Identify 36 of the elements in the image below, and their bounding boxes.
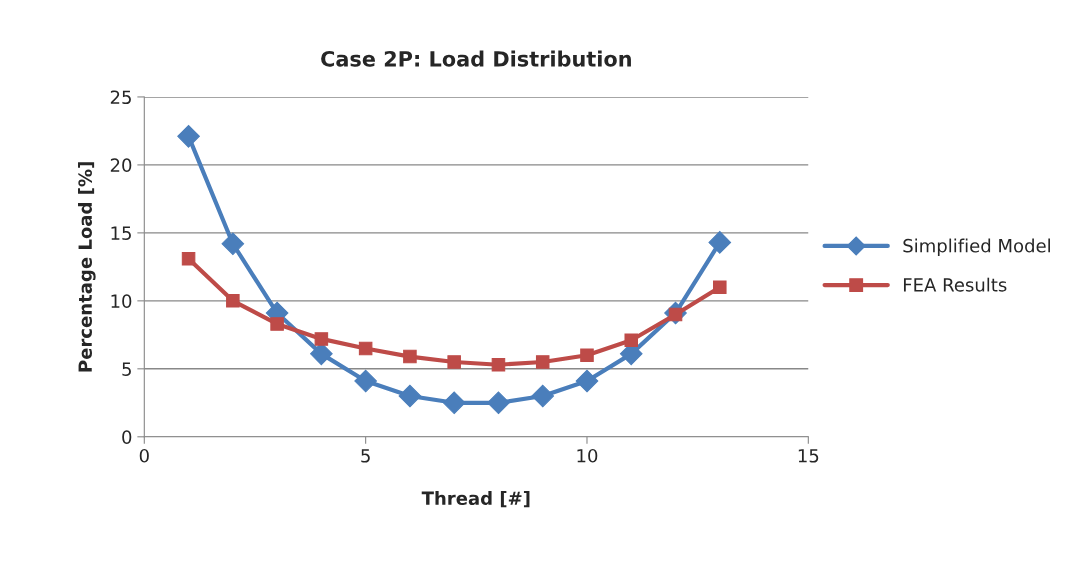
point — [403, 349, 417, 364]
point — [226, 294, 240, 308]
point — [398, 384, 422, 408]
y-tick-label: 5 — [122, 362, 131, 376]
legend-label: Simplified Model — [903, 238, 1050, 257]
point — [487, 391, 510, 415]
point — [491, 357, 506, 372]
point — [221, 232, 245, 256]
point — [535, 355, 550, 369]
point — [708, 231, 732, 254]
point — [575, 369, 599, 393]
y-tick-label: 15 — [111, 226, 131, 240]
y-tick-label: 0 — [122, 430, 132, 444]
y-tick-label: 25 — [110, 90, 131, 105]
point — [624, 333, 639, 348]
point — [354, 369, 377, 393]
point — [580, 348, 594, 362]
legend-label: FEA Results — [903, 277, 1007, 292]
point — [181, 251, 196, 266]
x-tick-label: 10 — [577, 448, 598, 463]
chart-title: Case 2P: Load Distribution — [321, 50, 631, 67]
x-tick-label: 15 — [798, 449, 819, 463]
x-tick-label: 0 — [139, 448, 149, 463]
point — [442, 391, 466, 415]
x-axis-title: Thread [#] — [421, 491, 530, 508]
point — [531, 384, 555, 408]
point — [270, 317, 284, 331]
point — [447, 355, 461, 369]
y-axis-title: Percentage Load [%] — [78, 162, 96, 372]
y-tick-label: 20 — [110, 158, 132, 173]
point — [314, 332, 329, 346]
point — [177, 125, 200, 148]
y-tick-label: 10 — [111, 294, 132, 308]
x-tick-label: 5 — [361, 449, 370, 463]
point — [358, 341, 373, 356]
point — [713, 280, 727, 295]
